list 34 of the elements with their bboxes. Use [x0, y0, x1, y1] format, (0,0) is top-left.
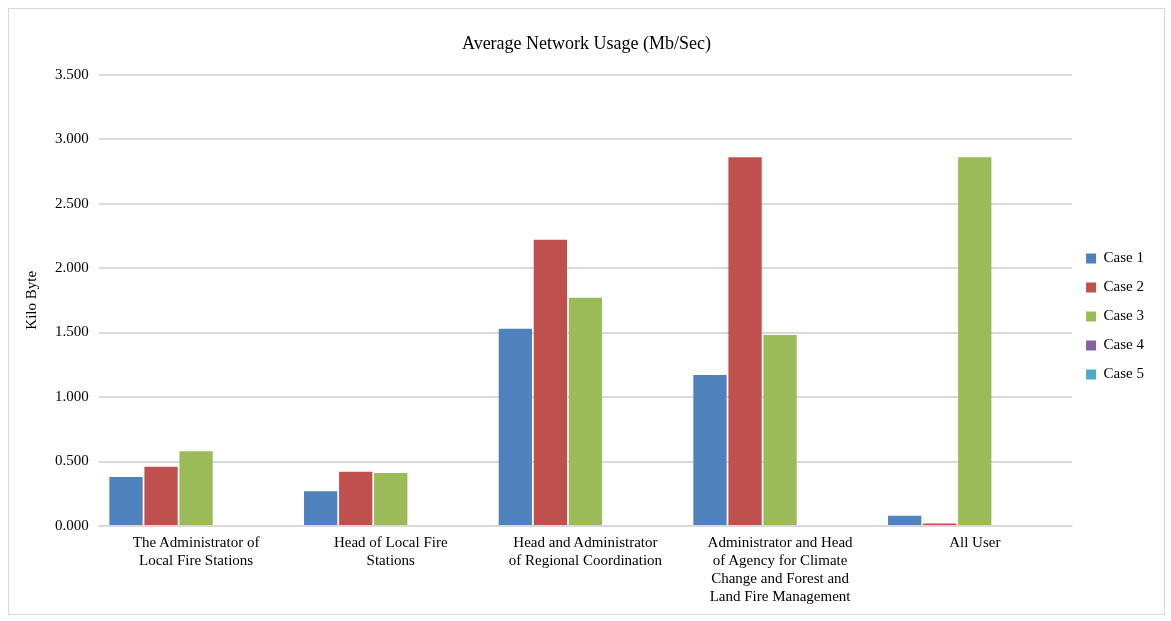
- bar: [339, 471, 373, 525]
- chart-title: Average Network Usage (Mb/Sec): [461, 32, 712, 54]
- bar: [304, 491, 338, 525]
- y-tick-label: 1.500: [55, 323, 89, 340]
- legend-label: Case 4: [1103, 336, 1145, 353]
- bar: [144, 466, 178, 525]
- y-tick-label: 3.500: [55, 65, 89, 82]
- x-tick-label: Administrator and Head of Agency for Climate Change and Forest and Land Fire Management: [707, 533, 854, 604]
- bar: [888, 515, 922, 525]
- y-axis-title: Kilo Byte: [22, 270, 39, 330]
- bar: [374, 473, 408, 525]
- bar: [533, 239, 568, 525]
- legend-label: Case 3: [1103, 307, 1145, 324]
- bar: [728, 157, 762, 525]
- bar: [693, 375, 727, 525]
- bar: [958, 157, 992, 525]
- x-tick-label: Head and Administrator of Regional Coordination: [508, 533, 663, 568]
- y-tick-label: 0.500: [55, 452, 89, 469]
- bar: [568, 297, 603, 525]
- legend-label: Case 5: [1103, 365, 1145, 382]
- bar: [179, 451, 213, 525]
- legend-label: Case 1: [1103, 249, 1145, 266]
- legend-label: Case 2: [1103, 278, 1145, 295]
- bar: [498, 328, 532, 525]
- x-tick-label: Head of Local Fire Stations: [333, 533, 448, 568]
- y-tick-label: 2.000: [55, 258, 89, 275]
- y-tick-label: 3.000: [55, 130, 89, 147]
- bar: [109, 476, 143, 525]
- x-tick-label: The Administrator of Local Fire Stations: [132, 533, 260, 568]
- x-tick-label: All User: [949, 533, 1001, 550]
- y-tick-label: 0.000: [55, 516, 89, 533]
- y-tick-label: 2.500: [55, 194, 89, 211]
- y-tick-label: 1.000: [55, 387, 89, 404]
- bar: [763, 335, 797, 525]
